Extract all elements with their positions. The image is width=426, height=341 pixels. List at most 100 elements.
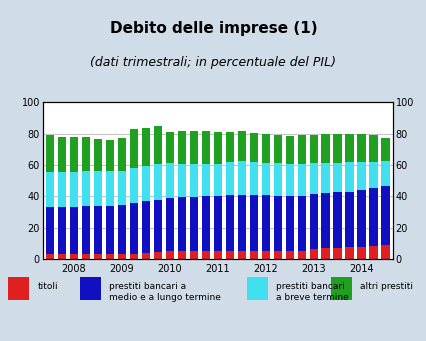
Bar [105, 206, 114, 254]
Bar [81, 137, 90, 171]
Bar [58, 137, 66, 172]
Bar [177, 251, 186, 259]
Bar [130, 168, 138, 203]
Bar [237, 251, 245, 259]
Bar [261, 195, 269, 251]
Bar [380, 245, 389, 259]
Bar [81, 171, 90, 206]
Bar [177, 197, 186, 251]
Bar [225, 195, 233, 251]
Bar [285, 136, 293, 164]
Bar [225, 251, 233, 259]
Bar [69, 254, 78, 259]
Bar [58, 207, 66, 254]
FancyBboxPatch shape [330, 277, 351, 300]
Bar [58, 172, 66, 207]
Text: (dati trimestrali; in percentuale del PIL): (dati trimestrali; in percentuale del PI… [90, 56, 336, 69]
Bar [357, 162, 365, 190]
Bar [261, 163, 269, 195]
Bar [93, 139, 102, 171]
Bar [201, 164, 210, 196]
Bar [213, 251, 222, 259]
Bar [309, 163, 317, 194]
Bar [297, 196, 305, 251]
Text: Debito delle imprese (1): Debito delle imprese (1) [109, 21, 317, 36]
Bar [321, 193, 329, 248]
Bar [249, 251, 257, 259]
Bar [309, 194, 317, 249]
Text: altri prestiti: altri prestiti [359, 282, 412, 292]
Bar [105, 140, 114, 170]
Bar [46, 207, 54, 254]
Bar [333, 163, 341, 192]
Bar [201, 196, 210, 251]
Bar [333, 192, 341, 248]
FancyBboxPatch shape [79, 277, 100, 300]
Bar [380, 186, 389, 245]
Bar [321, 248, 329, 259]
Bar [345, 192, 353, 248]
Bar [285, 251, 293, 259]
Bar [189, 197, 198, 251]
Bar [368, 135, 377, 162]
Bar [130, 203, 138, 254]
Bar [345, 162, 353, 192]
Bar [297, 164, 305, 196]
Bar [345, 134, 353, 162]
Bar [153, 164, 161, 199]
Bar [165, 163, 173, 198]
Bar [46, 172, 54, 207]
Bar [273, 163, 281, 196]
Bar [357, 190, 365, 247]
Bar [189, 131, 198, 164]
Bar [249, 195, 257, 251]
Bar [69, 172, 78, 207]
Bar [225, 132, 233, 162]
Bar [81, 206, 90, 254]
Bar [225, 162, 233, 195]
Bar [189, 251, 198, 259]
Bar [273, 135, 281, 163]
FancyBboxPatch shape [9, 277, 29, 300]
Bar [201, 131, 210, 164]
Bar [213, 164, 222, 196]
Bar [333, 134, 341, 163]
Bar [165, 251, 173, 259]
Bar [249, 133, 257, 162]
Bar [380, 138, 389, 161]
Bar [273, 196, 281, 251]
Bar [81, 254, 90, 259]
Bar [105, 254, 114, 259]
Bar [69, 207, 78, 254]
Bar [69, 137, 78, 172]
Bar [46, 135, 54, 172]
Bar [165, 132, 173, 163]
Bar [130, 254, 138, 259]
Bar [357, 134, 365, 162]
Bar [141, 253, 150, 259]
Bar [153, 199, 161, 252]
Bar [213, 196, 222, 251]
Bar [368, 188, 377, 246]
Bar [261, 251, 269, 259]
Bar [213, 132, 222, 164]
FancyBboxPatch shape [246, 277, 267, 300]
Bar [285, 196, 293, 251]
Bar [321, 163, 329, 193]
Bar [380, 161, 389, 186]
Bar [118, 254, 126, 259]
Bar [321, 134, 329, 163]
Bar [165, 198, 173, 251]
Bar [201, 251, 210, 259]
Bar [297, 135, 305, 164]
Bar [285, 164, 293, 196]
Bar [261, 134, 269, 163]
Bar [237, 161, 245, 195]
Bar [368, 162, 377, 188]
Bar [273, 251, 281, 259]
Bar [297, 251, 305, 259]
Bar [58, 254, 66, 259]
Bar [153, 252, 161, 259]
Bar [93, 171, 102, 206]
Bar [105, 170, 114, 206]
